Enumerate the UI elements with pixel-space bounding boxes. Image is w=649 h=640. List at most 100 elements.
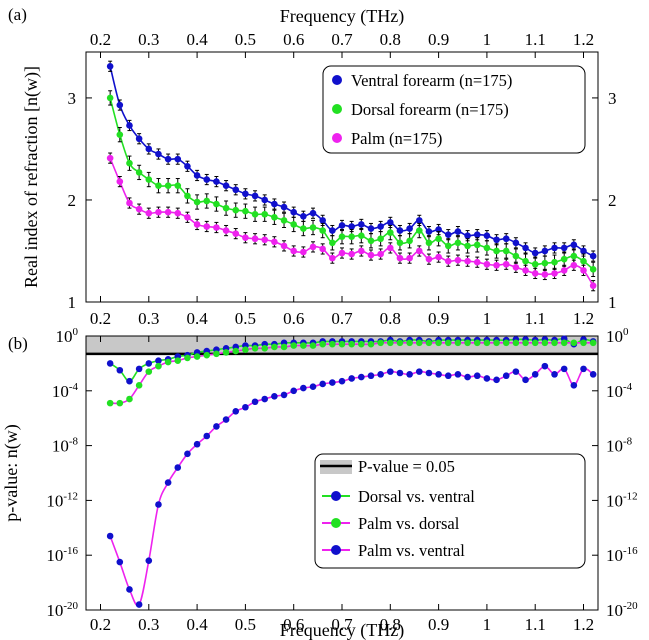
panel-b-point-2 [164, 479, 172, 486]
panel-a-ylabel: Real index of refraction [n(w)] [21, 66, 42, 288]
panel-a-point-0 [348, 223, 355, 230]
panel-a-point-1 [261, 210, 269, 218]
panel-b-point-1 [193, 353, 201, 360]
panel-b-point-1 [377, 339, 384, 347]
panel-a-point-2 [222, 227, 230, 234]
panel-a-xtick-label-top: 1.1 [525, 30, 546, 49]
panel-b-point-2 [406, 371, 413, 378]
panel-b-point-1 [116, 399, 124, 407]
panel-a-point-1 [280, 217, 288, 224]
panel-a-point-1 [522, 257, 529, 265]
panel-b-point-2 [483, 375, 491, 382]
panel-a-point-0 [454, 228, 462, 235]
panel-a-point-1 [203, 197, 211, 205]
panel-b-ylabel: p-value: n(w) [1, 424, 22, 521]
panel-a-point-0 [358, 221, 365, 228]
panel-b-point-1 [213, 350, 220, 358]
panel-a-point-0 [300, 212, 307, 220]
panel-b-xtick-label: 1.2 [573, 615, 594, 634]
panel-b-xlabel: Frequency (THz) [280, 620, 404, 640]
panel-a-point-1 [473, 241, 481, 249]
panel-b-point-1 [126, 395, 133, 403]
panel-a-xtick-label-top: 0.8 [380, 30, 401, 49]
panel-a-point-1 [454, 239, 462, 247]
panel-b-point-1 [106, 399, 114, 407]
panel-a-point-2 [493, 261, 500, 269]
panel-a-point-1 [271, 214, 278, 221]
panel-b-point-1 [502, 339, 510, 347]
panel-b-point-1 [290, 342, 297, 349]
panel-b-point-2 [222, 416, 230, 423]
panel-b-point-1 [406, 339, 413, 347]
panel-b-point-1 [203, 351, 211, 359]
panel-b-point-2 [309, 383, 317, 390]
panel-b-point-0 [116, 366, 124, 374]
panel-b-point-1 [444, 339, 452, 347]
panel-a-point-0 [135, 135, 143, 143]
panel-b-point-1 [184, 354, 191, 362]
panel-a-point-2 [435, 253, 442, 261]
panel-b-point-1 [309, 342, 317, 349]
panel-a-point-0 [203, 176, 211, 183]
panel-a-point-1 [387, 229, 394, 236]
panel-a-point-1 [425, 239, 433, 247]
panel-a-point-1 [541, 259, 549, 267]
panel-b-ytick-label-left: 10-12 [46, 490, 78, 510]
panel-a-point-2 [203, 223, 211, 230]
panel-a-xtick-label-bottom: 0.2 [90, 309, 111, 328]
panel-b-point-1 [145, 368, 153, 375]
panel-b-point-2 [444, 372, 452, 380]
panel-a-xtick-label-bottom: 1.1 [525, 309, 546, 328]
panel-a-point-0 [126, 122, 133, 129]
panel-b-ytick-label-right: 10-12 [606, 490, 638, 510]
panel-b-point-1 [560, 339, 568, 347]
panel-b-point-1 [435, 339, 442, 347]
panel-a-point-1 [589, 266, 597, 273]
panel-a-point-0 [106, 62, 114, 70]
panel-a-point-1 [126, 159, 133, 167]
panel-b-point-1 [155, 362, 162, 370]
panel-b-xtick-label: 0.8 [380, 615, 401, 634]
panel-b-ytick-label-right: 10-8 [606, 436, 633, 456]
panel-b-point-2 [522, 376, 529, 384]
panel-a-point-0 [290, 208, 297, 216]
panel-a-point-1 [319, 227, 326, 234]
panel-b-legend: P-value = 0.05 Dorsal vs. ventral Palm v… [314, 453, 586, 569]
panel-a-point-1 [406, 237, 413, 245]
panel-b-point-1 [464, 339, 471, 347]
panel-b-point-1 [473, 339, 481, 347]
panel-a-point-0 [377, 223, 384, 230]
panel-b-point-2 [251, 398, 259, 406]
panel-a-point-1 [560, 255, 568, 263]
panel-a-legend: Ventral forearm (n=175) Dorsal forearm (… [322, 65, 586, 154]
panel-a-point-0 [193, 172, 201, 179]
legend-palm-marker [332, 133, 342, 143]
panel-a-point-0 [551, 244, 558, 252]
panel-b-point-2 [493, 376, 500, 384]
panel-a-xtick-label-top: 0.6 [283, 30, 304, 49]
panel-a-point-0 [589, 252, 597, 260]
panel-a-point-0 [338, 222, 346, 229]
panel-a-point-2 [145, 209, 153, 217]
legend-dorsal-ventral-label: Dorsal vs. ventral [358, 487, 475, 506]
panel-a-point-1 [367, 237, 375, 245]
panel-b-point-2 [396, 369, 404, 377]
panel-b-point-1 [570, 339, 578, 347]
panel-b-point-2 [319, 380, 326, 388]
panel-b-point-2 [425, 369, 433, 377]
panel-b-point-1 [358, 340, 365, 348]
panel-b-xtick-label: 0.7 [331, 615, 353, 634]
panel-b-point-2 [116, 558, 124, 566]
panel-a-point-1 [348, 233, 355, 240]
panel-b-point-2 [464, 373, 471, 381]
panel-a-point-2 [377, 250, 384, 258]
panel-b-point-2 [232, 408, 240, 415]
panel-a-point-1 [242, 207, 249, 215]
panel-a-point-1 [444, 242, 452, 250]
panel-a-point-1 [135, 169, 143, 176]
panel-b-point-2 [184, 450, 191, 458]
panel-b-point-1 [271, 343, 278, 351]
panel-b-legend-box [314, 453, 586, 569]
panel-a-xtick-label-top: 0.4 [186, 30, 208, 49]
panel-a-point-2 [483, 260, 491, 268]
